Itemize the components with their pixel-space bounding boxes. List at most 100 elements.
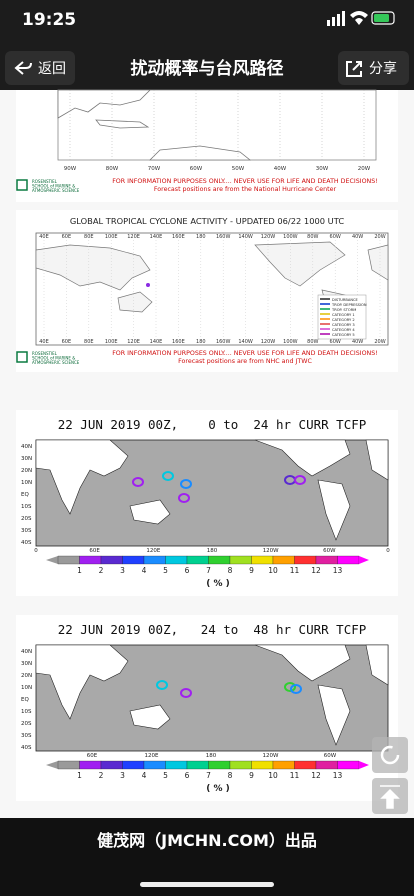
lon-label: 70W xyxy=(148,166,161,172)
institution-line: SCHOOL of MARINE & xyxy=(32,356,75,361)
colorbar-cell xyxy=(100,760,123,770)
lon-label-top: 80W xyxy=(307,234,318,240)
share-label[interactable]: 分享 xyxy=(369,60,397,77)
lon-label: 20W xyxy=(358,166,371,172)
scroll-top-icon[interactable] xyxy=(380,785,400,809)
colorbar-label: 7 xyxy=(206,771,211,780)
lon-label: 60W xyxy=(190,166,203,172)
lon-label: 0 xyxy=(34,548,38,554)
lon-label-top: 140W xyxy=(238,234,253,240)
lon-label-bottom: 140E xyxy=(150,339,163,345)
colorbar-cell xyxy=(100,555,123,565)
probability-area xyxy=(178,493,190,503)
lat-label: EQ xyxy=(21,697,29,703)
lon-label-bottom: 160W xyxy=(216,339,231,345)
lon-label-bottom: 60E xyxy=(62,339,72,345)
colorbar-label: 12 xyxy=(311,771,321,780)
probability-area xyxy=(156,680,168,690)
lon-label: 120W xyxy=(263,548,279,554)
colorbar-cell xyxy=(251,555,274,565)
lat-label: 40N xyxy=(21,649,32,655)
lat-label: 40S xyxy=(21,745,32,751)
status-time: 19:25 xyxy=(22,10,76,30)
home-indicator xyxy=(140,882,274,887)
colorbar-cell xyxy=(165,555,188,565)
colorbar-cell xyxy=(272,760,295,770)
back-button[interactable]: 返回 xyxy=(5,51,75,85)
lon-label-top: 160E xyxy=(172,234,185,240)
colorbar-label: 5 xyxy=(163,566,168,575)
colorbar-cell xyxy=(251,760,274,770)
lon-label-bottom: 40W xyxy=(352,339,363,345)
colorbar-label: 6 xyxy=(185,566,190,575)
lon-label: 40W xyxy=(274,166,287,172)
lon-label-top: 60E xyxy=(62,234,72,240)
lon-label-bottom: 140W xyxy=(238,339,253,345)
tcfp-land xyxy=(35,644,389,746)
probability-area xyxy=(284,682,296,692)
back-label[interactable]: 返回 xyxy=(38,61,66,77)
lon-label-top: 180 xyxy=(196,234,206,240)
refresh-button[interactable] xyxy=(372,737,408,773)
lon-label-top: 160W xyxy=(216,234,231,240)
logo-mark xyxy=(16,179,28,191)
legend-label: TROP. STORM xyxy=(331,308,356,312)
colorbar-cell xyxy=(229,760,252,770)
back-icon[interactable] xyxy=(14,61,32,75)
lat-label: 20S xyxy=(21,721,32,727)
legend-box xyxy=(317,294,367,340)
institution-line: ATMOSPHERIC SCIENCE xyxy=(32,188,80,193)
lon-label: 180 xyxy=(207,548,218,554)
lon-label-bottom: 180 xyxy=(196,339,206,345)
lat-label: 10S xyxy=(21,504,32,510)
global-title: GLOBAL TROPICAL CYCLONE ACTIVITY - UPDAT… xyxy=(70,216,344,226)
colorbar-cell xyxy=(165,760,188,770)
colorbar-cell xyxy=(57,760,80,770)
institution-line: ROSENSTIEL xyxy=(32,179,58,184)
lon-label: 120E xyxy=(145,753,159,759)
legend-label: CATEGORY 5 xyxy=(332,333,355,337)
refresh-icon[interactable] xyxy=(380,745,400,765)
lon-label-top: 100E xyxy=(105,234,118,240)
source-note: Forecast positions are from NHC and JTWC xyxy=(178,358,312,365)
colorbar-label: 4 xyxy=(142,566,147,575)
legend-label: CATEGORY 2 xyxy=(332,318,355,322)
colorbar-label: 11 xyxy=(290,566,300,575)
lon-label-bottom: 100E xyxy=(105,339,118,345)
institution-line: SCHOOL of MARINE & xyxy=(32,184,75,189)
legend-label: DISTURBANCE xyxy=(332,298,359,302)
lon-label: 50W xyxy=(232,166,245,172)
legend-label: CATEGORY 4 xyxy=(332,328,355,332)
colorbar-label: 10 xyxy=(268,771,278,780)
share-button[interactable]: 分享 xyxy=(338,51,409,85)
colorbar-label: 13 xyxy=(333,566,343,575)
colorbar-label: 8 xyxy=(228,771,233,780)
lon-label: 90W xyxy=(64,166,77,172)
lon-label-bottom: 80E xyxy=(84,339,94,345)
lon-label-top: 40W xyxy=(352,234,363,240)
colorbar-label: 3 xyxy=(120,771,125,780)
colorbar-label: 5 xyxy=(163,771,168,780)
colorbar-cell xyxy=(122,760,145,770)
source-note: Forecast positions are from the National… xyxy=(154,186,337,193)
colorbar-cell xyxy=(208,760,231,770)
lon-label-top: 120E xyxy=(127,234,140,240)
colorbar-cell xyxy=(57,555,80,565)
back-button-bg[interactable] xyxy=(5,51,75,85)
lat-label: 30S xyxy=(21,528,32,534)
lon-label-bottom: 160E xyxy=(172,339,185,345)
probability-area xyxy=(132,477,144,487)
legend-label: CATEGORY 1 xyxy=(332,313,355,317)
lon-label: 60W xyxy=(323,548,336,554)
disclaimer: FOR INFORMATION PURPOSES ONLY.... NEVER … xyxy=(112,178,378,185)
legend-label: CATEGORY 3 xyxy=(332,323,355,327)
colorbar-cell xyxy=(294,555,317,565)
colorbar-label: 11 xyxy=(290,771,300,780)
colorbar-cell xyxy=(315,760,338,770)
colorbar-label: 12 xyxy=(311,566,321,575)
share-icon[interactable] xyxy=(346,61,362,77)
lon-label: 30W xyxy=(316,166,329,172)
colorbar-label: 2 xyxy=(99,771,104,780)
colorbar-label: 6 xyxy=(185,771,190,780)
